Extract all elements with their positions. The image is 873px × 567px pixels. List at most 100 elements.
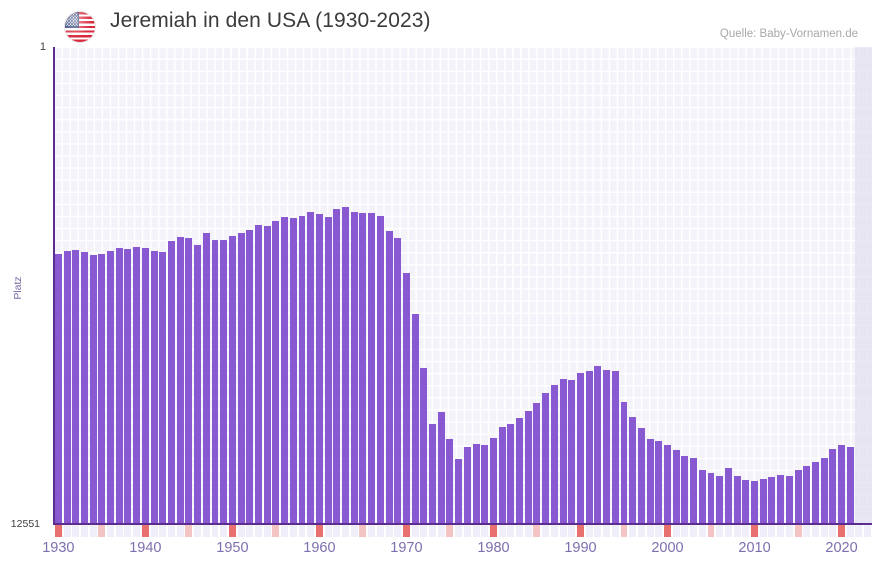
bar[interactable] — [63, 251, 71, 524]
bar[interactable] — [141, 248, 149, 524]
bar[interactable] — [542, 393, 550, 524]
bar[interactable] — [716, 476, 724, 524]
bar[interactable] — [559, 379, 567, 524]
bar[interactable] — [307, 212, 315, 524]
bar[interactable] — [298, 216, 306, 524]
bar[interactable] — [159, 252, 167, 524]
bar[interactable] — [811, 462, 819, 524]
bar[interactable] — [167, 241, 175, 524]
bar[interactable] — [803, 466, 811, 524]
bar[interactable] — [228, 236, 236, 524]
bar[interactable] — [402, 273, 410, 524]
bar[interactable] — [185, 238, 193, 524]
bar[interactable] — [394, 238, 402, 524]
bar[interactable] — [411, 314, 419, 524]
bar[interactable] — [637, 428, 645, 524]
x-tick-mark — [255, 525, 262, 537]
bar[interactable] — [603, 370, 611, 524]
bar[interactable] — [838, 445, 845, 524]
bar[interactable] — [759, 479, 767, 524]
bar[interactable] — [629, 417, 637, 524]
bar[interactable] — [368, 213, 376, 524]
bar[interactable] — [707, 473, 715, 524]
x-tick-mark — [429, 525, 436, 537]
bar[interactable] — [594, 366, 602, 524]
bar[interactable] — [133, 247, 141, 524]
bar[interactable] — [124, 249, 132, 524]
bar[interactable] — [785, 476, 793, 524]
bar[interactable] — [455, 459, 463, 524]
bar[interactable] — [107, 251, 115, 524]
bar[interactable] — [524, 411, 532, 524]
bar[interactable] — [437, 412, 445, 524]
bar[interactable] — [376, 216, 384, 524]
bar[interactable] — [150, 251, 158, 524]
bar[interactable] — [115, 248, 123, 524]
bar[interactable] — [89, 255, 97, 524]
bar[interactable] — [655, 441, 663, 524]
bar[interactable] — [611, 371, 619, 524]
bar[interactable] — [342, 207, 349, 524]
bar[interactable] — [272, 221, 280, 524]
bar[interactable] — [263, 226, 271, 524]
bar[interactable] — [463, 447, 471, 524]
bar[interactable] — [646, 439, 654, 524]
bar[interactable] — [733, 476, 741, 524]
bar[interactable] — [777, 475, 785, 524]
bar[interactable] — [202, 233, 210, 524]
bar[interactable] — [664, 445, 671, 524]
bar[interactable] — [385, 231, 393, 524]
bar[interactable] — [507, 424, 515, 524]
bar[interactable] — [516, 418, 524, 524]
bar[interactable] — [237, 233, 245, 524]
bar[interactable] — [681, 456, 689, 524]
bar[interactable] — [620, 402, 628, 524]
bar[interactable] — [194, 245, 202, 524]
bar[interactable] — [820, 458, 828, 524]
bar[interactable] — [246, 230, 254, 524]
bar[interactable] — [359, 213, 367, 524]
bar[interactable] — [585, 371, 593, 524]
bar[interactable] — [281, 217, 289, 524]
bar[interactable] — [481, 445, 489, 524]
bar[interactable] — [472, 444, 480, 524]
bar[interactable] — [289, 218, 297, 524]
bar[interactable] — [498, 427, 506, 524]
bar[interactable] — [672, 450, 680, 524]
bar[interactable] — [690, 458, 698, 524]
bar[interactable] — [698, 470, 706, 524]
bar[interactable] — [724, 468, 732, 524]
bar[interactable] — [350, 212, 358, 524]
x-axis-label: 2020 — [825, 540, 858, 556]
x-tick-mark — [307, 525, 315, 537]
bar[interactable] — [489, 438, 497, 524]
bar[interactable] — [829, 449, 837, 524]
bar[interactable] — [420, 368, 428, 524]
bar[interactable] — [211, 240, 219, 524]
bar[interactable] — [72, 250, 80, 524]
bar[interactable] — [794, 470, 802, 524]
bar[interactable] — [333, 209, 341, 524]
bar[interactable] — [846, 447, 854, 524]
bar[interactable] — [54, 254, 62, 524]
bar[interactable] — [176, 237, 184, 524]
x-tick-mark — [350, 525, 358, 537]
bar[interactable] — [568, 380, 576, 524]
bar[interactable] — [315, 214, 323, 524]
bar[interactable] — [768, 477, 776, 524]
bar[interactable] — [446, 439, 454, 524]
bar[interactable] — [80, 252, 88, 524]
x-tick-mark — [585, 525, 593, 537]
bar[interactable] — [742, 480, 750, 524]
bar[interactable] — [98, 254, 106, 524]
bar[interactable] — [220, 240, 228, 524]
x-tick-mark — [838, 525, 845, 537]
bar[interactable] — [255, 225, 262, 524]
bar[interactable] — [533, 403, 541, 524]
bar[interactable] — [429, 424, 436, 524]
bar[interactable] — [550, 385, 558, 524]
bar[interactable] — [576, 373, 584, 524]
y-axis-title: Platz — [12, 276, 24, 300]
bar[interactable] — [324, 217, 332, 524]
bar[interactable] — [751, 481, 758, 524]
